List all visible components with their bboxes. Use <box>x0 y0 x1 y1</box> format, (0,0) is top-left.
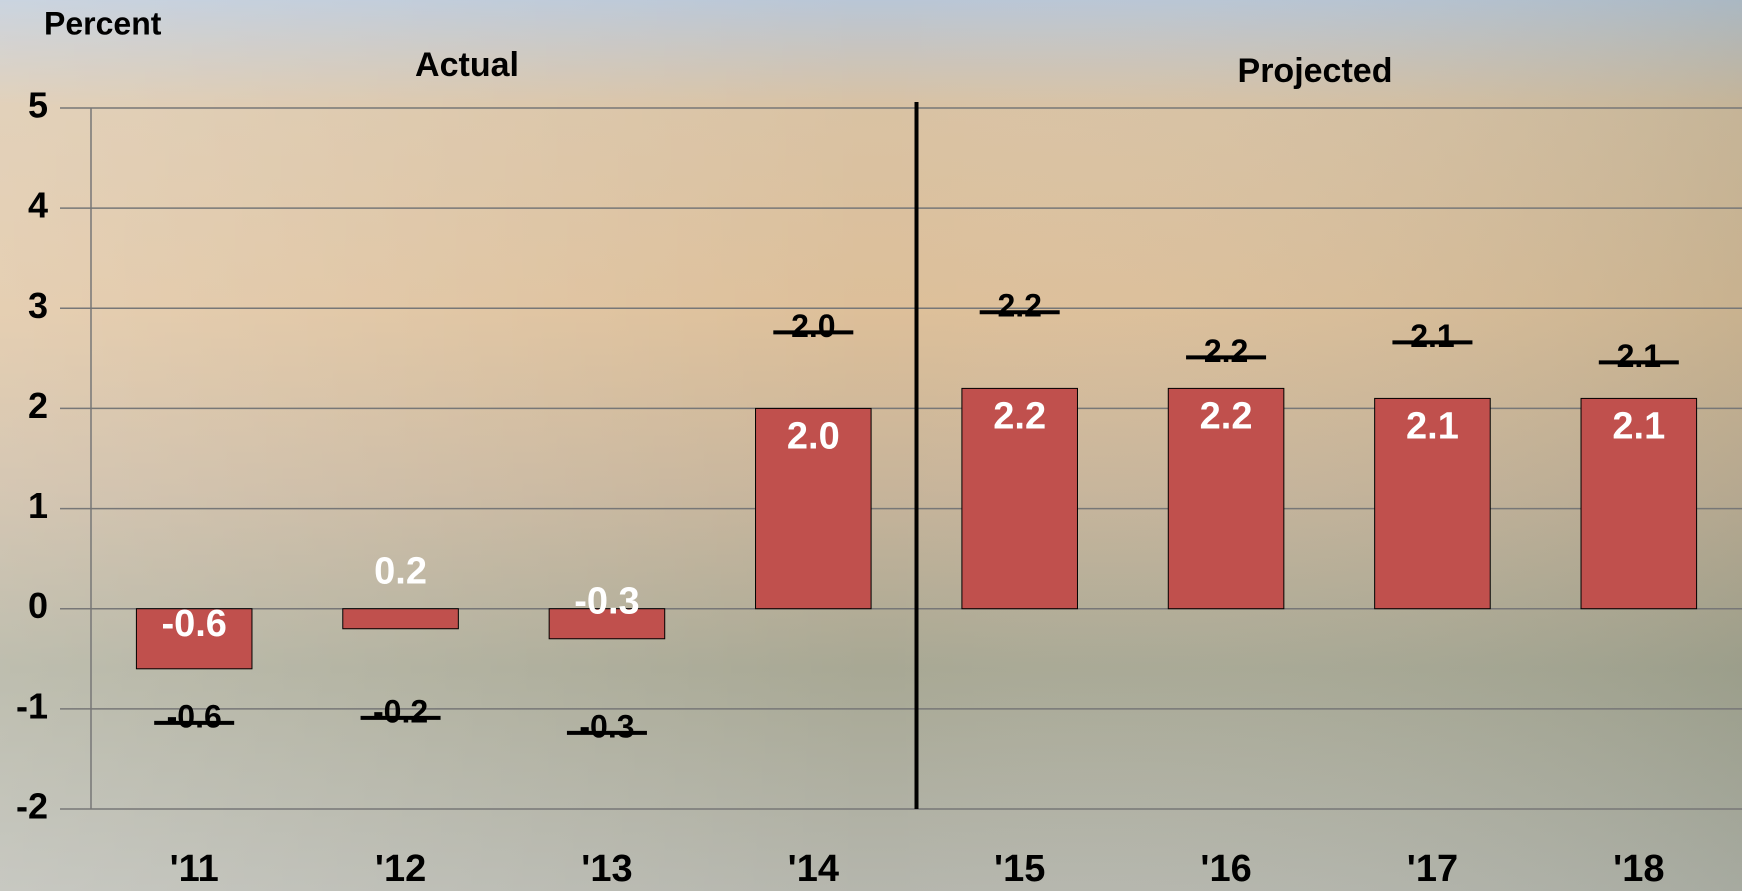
previous-label: 2.1 <box>1410 318 1454 354</box>
value-label: 2.1 <box>1612 405 1665 447</box>
previous-label: -0.2 <box>373 693 428 729</box>
previous-label: -0.6 <box>167 698 222 734</box>
annotation: Actual <box>415 46 519 84</box>
y-tick-label: 0 <box>28 585 48 626</box>
x-tick-label: '11 <box>170 848 219 890</box>
previous-label: 2.2 <box>997 288 1041 324</box>
x-tick-label: '15 <box>994 848 1045 890</box>
bar <box>135 608 253 670</box>
value-label: 2.2 <box>993 395 1046 437</box>
y-tick-label: 4 <box>28 185 48 226</box>
value-label: 2.2 <box>1200 395 1253 437</box>
previous-label: 2.0 <box>791 308 835 344</box>
annotation: Projected <box>1238 52 1393 90</box>
previous-label: 2.1 <box>1617 338 1661 374</box>
y-tick-label: -2 <box>16 786 48 827</box>
bar <box>342 608 459 630</box>
value-label: 0.2 <box>374 551 427 593</box>
value-label: -0.6 <box>161 603 226 645</box>
previous-label: -0.3 <box>579 708 634 744</box>
y-tick-label: 2 <box>28 385 48 426</box>
y-axis-label: Percent <box>44 5 162 41</box>
value-label: 2.1 <box>1406 405 1459 447</box>
bar <box>1374 397 1491 610</box>
bar <box>961 387 1078 610</box>
x-tick-label: '17 <box>1407 848 1458 890</box>
value-label: 2.0 <box>787 415 840 457</box>
bar <box>1167 387 1285 610</box>
x-tick-label: '12 <box>375 848 426 890</box>
x-tick-label: '18 <box>1613 848 1664 890</box>
previous-label: 2.2 <box>1204 333 1248 369</box>
y-tick-label: 5 <box>28 85 48 126</box>
x-tick-label: '13 <box>581 848 632 890</box>
bar <box>755 407 872 610</box>
x-tick-label: '16 <box>1200 848 1251 890</box>
y-tick-label: -1 <box>16 685 48 726</box>
y-tick-label: 1 <box>28 485 48 526</box>
value-label: -0.3 <box>574 581 639 623</box>
bar <box>1580 397 1698 610</box>
bar <box>548 608 666 640</box>
y-tick-label: 3 <box>28 285 48 326</box>
x-tick-label: '14 <box>788 848 839 890</box>
